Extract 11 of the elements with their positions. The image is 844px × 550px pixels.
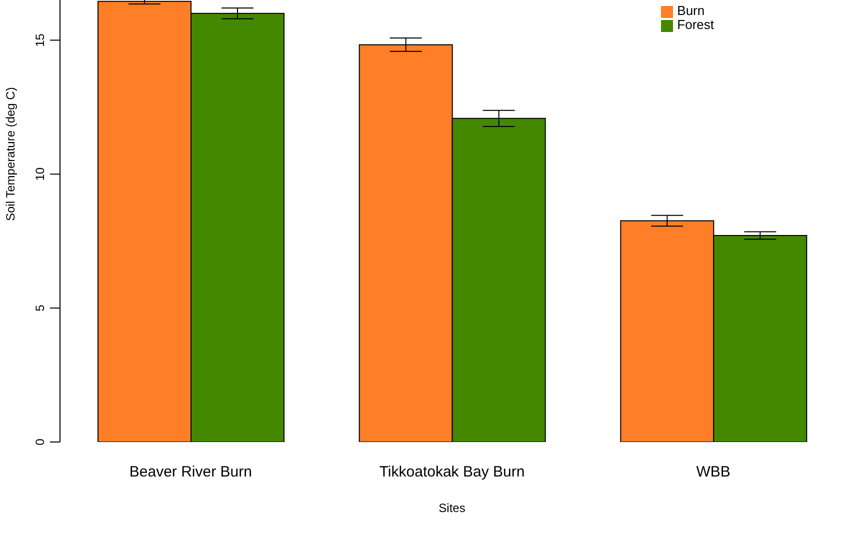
y-tick-label: 0 (33, 438, 47, 446)
y-axis-title: Soil Temperature (deg C) (3, 87, 18, 221)
x-tick-label: WBB (696, 464, 730, 481)
x-axis-title: Sites (438, 501, 466, 515)
y-tick-label: 10 (33, 167, 47, 181)
x-tick-label: Tikkoatokak Bay Burn (379, 464, 525, 481)
y-tick-label: 15 (33, 33, 47, 47)
x-tick-label: Beaver River Burn (129, 464, 252, 481)
y-tick-label: 5 (33, 304, 47, 312)
legend-label: Forest (677, 17, 714, 32)
legend-label: Burn (677, 3, 705, 18)
